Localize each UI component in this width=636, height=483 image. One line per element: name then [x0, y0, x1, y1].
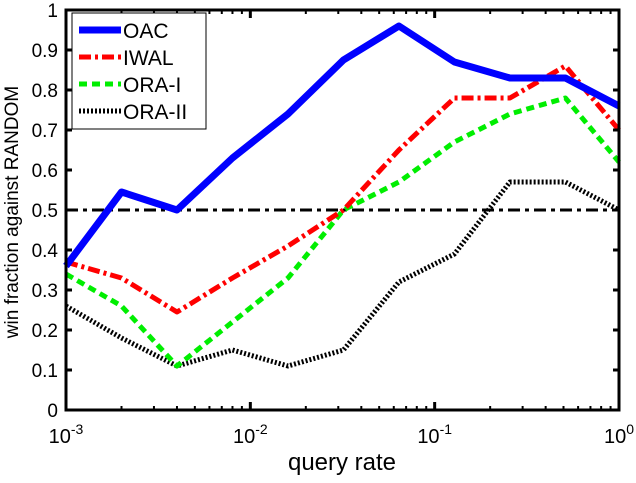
x-tick-base: 10	[417, 426, 439, 448]
x-tick-label: 10-2	[233, 421, 268, 448]
x-tick-exponent: 0	[626, 421, 634, 437]
x-tick-base: 10	[604, 426, 626, 448]
y-tick-label: 0.3	[32, 281, 58, 302]
x-tick-exponent: -1	[440, 421, 453, 437]
y-tick-label: 0.1	[32, 361, 58, 382]
series-line-ora-i	[66, 98, 619, 366]
x-tick-exponent: -2	[255, 421, 268, 437]
x-tick-exponent: -3	[71, 421, 84, 437]
y-tick-label: 0.9	[32, 41, 58, 62]
y-tick-label: 1	[47, 1, 58, 22]
x-tick-label: 10-3	[49, 421, 84, 448]
x-tick-base: 10	[233, 426, 255, 448]
y-tick-label: 0.8	[32, 81, 58, 102]
y-tick-label: 0	[47, 401, 58, 422]
x-tick-label: 10-1	[417, 421, 452, 448]
y-axis-label: win fraction against RANDOM	[2, 86, 23, 339]
legend-label-iwal: IWAL	[123, 47, 174, 70]
legend-label-ora-ii: ORA-II	[123, 101, 187, 124]
x-tick-base: 10	[49, 426, 71, 448]
y-tick-label: 0.5	[32, 201, 58, 222]
x-tick-label: 100	[604, 421, 634, 448]
y-tick-label: 0.7	[32, 121, 58, 142]
y-tick-label: 0.6	[32, 161, 58, 182]
legend-label-oac: OAC	[123, 20, 169, 43]
y-tick-label: 0.4	[32, 241, 59, 262]
legend-label-ora-i: ORA-I	[123, 74, 181, 97]
x-axis-label: query rate	[288, 449, 396, 476]
y-tick-label: 0.2	[32, 321, 58, 342]
